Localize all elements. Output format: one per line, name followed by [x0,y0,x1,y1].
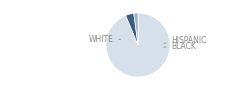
Text: BLACK: BLACK [164,42,197,51]
Wedge shape [106,13,170,77]
Wedge shape [134,13,138,45]
Text: WHITE: WHITE [88,35,121,44]
Wedge shape [126,13,138,45]
Text: HISPANIC: HISPANIC [164,36,207,45]
